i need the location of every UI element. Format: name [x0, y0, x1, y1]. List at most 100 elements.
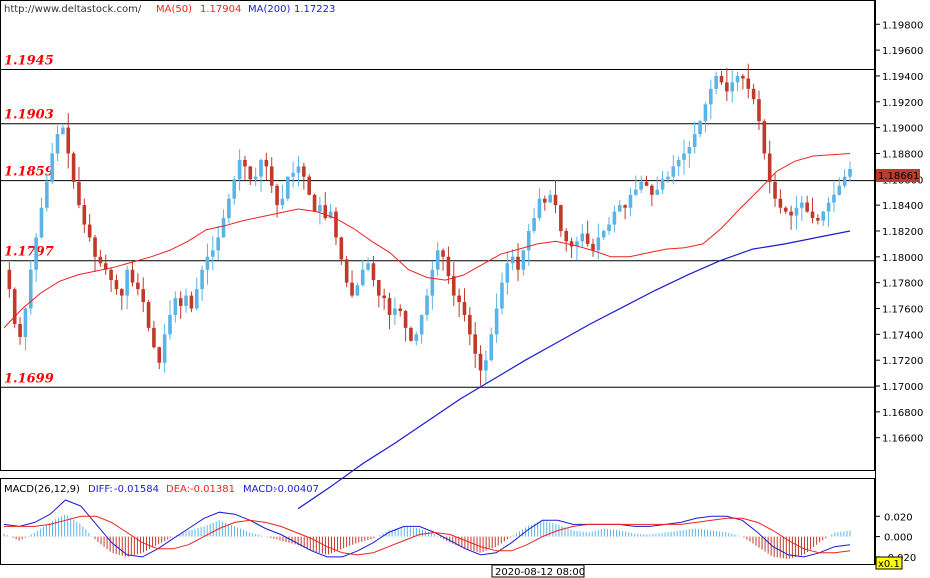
candle-body — [66, 127, 71, 154]
ma200-line — [297, 230, 851, 510]
price-tick-label: 1.16800 — [882, 408, 923, 419]
candle-body — [719, 75, 724, 83]
macd-dea-label: DEA: — [166, 484, 190, 495]
candle-body — [318, 205, 322, 212]
level-label: 1.1699 — [4, 371, 54, 386]
price-panel-frame — [0, 0, 875, 471]
candle-body — [103, 263, 108, 270]
candle-body — [725, 82, 729, 92]
candle-body — [71, 153, 76, 182]
candle-body — [280, 198, 285, 206]
candle-body — [382, 295, 386, 299]
candle-body — [451, 276, 456, 296]
candle-body — [650, 185, 654, 195]
candle-body — [387, 298, 392, 315]
candle-body — [676, 159, 681, 167]
candle-body — [173, 298, 178, 315]
macd-tick-label: 0.000 — [884, 533, 913, 544]
price-tick-label: 1.19800 — [882, 20, 923, 31]
candle-body — [275, 185, 279, 206]
candle-body — [200, 269, 204, 290]
candle-body — [559, 205, 563, 231]
candle-body — [735, 75, 740, 83]
candle-body — [441, 250, 445, 257]
candle-body — [371, 263, 376, 281]
ma50-line — [3, 153, 851, 329]
candle-body — [264, 159, 269, 167]
candle-body — [526, 230, 531, 251]
macd-tick-label: 0.020 — [884, 512, 913, 523]
candle-body — [398, 308, 403, 312]
candle-body — [446, 256, 451, 277]
candle-body — [848, 168, 852, 177]
candle-body — [34, 237, 38, 270]
candle-body — [751, 88, 756, 100]
candle-body — [307, 176, 312, 195]
price-tick-label: 1.16600 — [882, 434, 923, 445]
candle-body — [216, 237, 220, 251]
candle-body — [243, 159, 247, 167]
site-url[interactable]: http://www.deltastock.com/ — [4, 4, 142, 15]
candle-body — [296, 166, 301, 173]
candle-body — [248, 166, 253, 180]
candle-body — [484, 360, 488, 371]
candle-body — [23, 308, 28, 337]
candle-body — [178, 298, 183, 306]
candle-body — [671, 166, 676, 177]
candle-body — [457, 295, 461, 303]
candle-body — [767, 153, 772, 182]
candle-body — [591, 243, 595, 251]
candle-body — [109, 269, 113, 281]
price-tick-label: 1.18800 — [882, 149, 923, 160]
price-tick-label: 1.17800 — [882, 279, 923, 290]
date-label: 2020-08-12 08:00 — [495, 567, 585, 578]
candle-body — [350, 282, 354, 296]
price-tick-label: 1.17000 — [882, 382, 923, 393]
last-price-value: 1.18661 — [878, 171, 919, 182]
candle-body — [409, 327, 413, 341]
candle-body — [285, 176, 290, 199]
candle-body — [227, 198, 231, 219]
candle-body — [61, 127, 65, 135]
candle-body — [783, 207, 788, 212]
ma200-value: 1.17223 — [294, 4, 335, 15]
candle-body — [211, 250, 215, 257]
candle-body — [692, 134, 697, 147]
candle-body — [607, 224, 611, 231]
candle-body — [703, 104, 708, 122]
candle-body — [232, 179, 237, 199]
candle-body — [660, 179, 665, 190]
candle-body — [366, 263, 370, 270]
macd-histogram — [3, 514, 851, 559]
price-ticks: 1.19800 1.19600 1.19400 1.19200 1.19000 1.188… — [875, 20, 923, 445]
candle-body — [537, 198, 542, 219]
macd-dea-line — [4, 515, 851, 556]
candle-body — [842, 176, 847, 186]
candle-body — [617, 205, 622, 212]
candle-body — [77, 181, 81, 206]
candle-body — [634, 189, 638, 195]
ma50-label: MA(50) — [156, 4, 192, 15]
candle-body — [580, 233, 585, 242]
candle-body — [269, 166, 274, 186]
candle-body — [542, 198, 547, 203]
candle-body — [55, 134, 60, 154]
candle-body — [323, 205, 328, 219]
macd-diff-label: DIFF: — [88, 484, 113, 495]
candle-body — [259, 159, 263, 177]
candle-body — [93, 237, 97, 257]
candle-body — [468, 314, 472, 335]
macd-name: MACD(26,12,9) — [4, 484, 80, 495]
candle-body — [516, 256, 520, 270]
candle-body — [130, 269, 135, 283]
candle-body — [45, 181, 49, 208]
candle-body — [489, 334, 494, 361]
candle-body — [189, 295, 194, 309]
candle-body — [794, 207, 799, 216]
macd-dea-value: -0.01381 — [190, 484, 235, 495]
candle-body — [601, 230, 606, 238]
candle-body — [435, 250, 440, 270]
candle-body — [746, 78, 751, 89]
price-tick-label: 1.18000 — [882, 253, 923, 264]
candle-body — [82, 205, 87, 225]
